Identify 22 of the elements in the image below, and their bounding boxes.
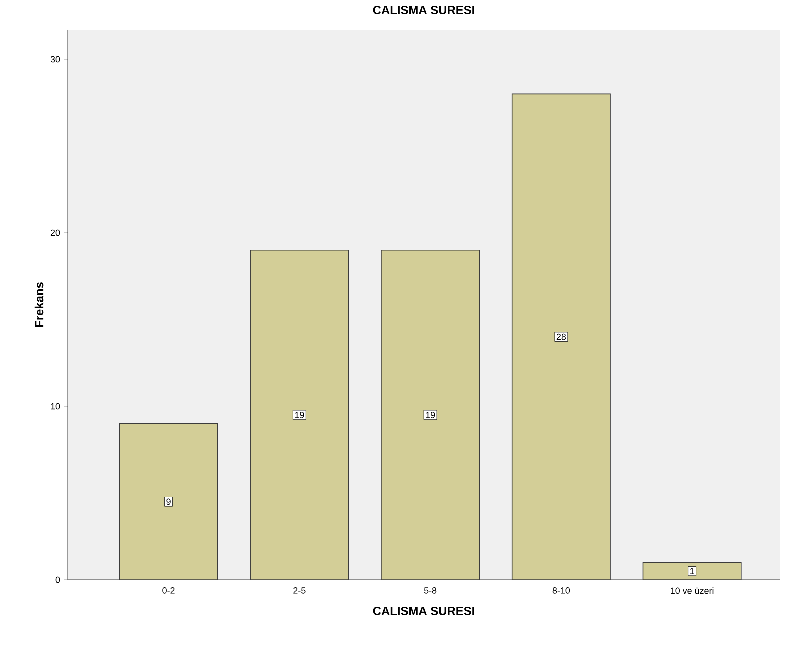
bar	[642, 562, 742, 580]
x-tick-label: 8-10	[552, 588, 570, 594]
data-label: 19	[426, 412, 436, 418]
x-axis-title: CALISMA SURESI	[373, 606, 474, 616]
bar	[119, 423, 218, 580]
y-tick-label: 10	[51, 403, 60, 410]
data-label: 19	[295, 412, 304, 418]
data-label: 28	[556, 334, 566, 340]
y-axis-title: Frekans	[34, 282, 44, 328]
data-label: 9	[166, 498, 171, 506]
x-tick-label: 5-8	[424, 588, 437, 594]
x-tick-label: 0-2	[162, 588, 175, 594]
y-tick-label: 20	[50, 230, 60, 236]
chart-title: CALISMA SURESI	[373, 6, 474, 14]
data-label: 1	[690, 568, 694, 574]
bar	[381, 250, 480, 580]
bar	[250, 250, 350, 580]
bar	[512, 94, 611, 580]
x-tick-label: 10 ve üzeri	[671, 588, 714, 594]
x-tick-label: 2-5	[294, 588, 306, 594]
y-tick-label: 0	[56, 576, 60, 584]
y-tick-label: 30	[50, 56, 60, 63]
